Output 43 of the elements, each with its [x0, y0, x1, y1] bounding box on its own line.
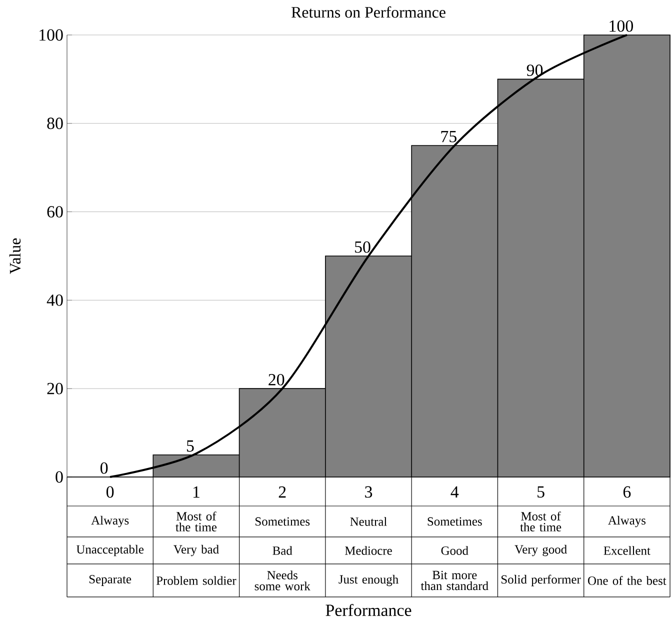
x-tick-label: 2: [278, 486, 286, 498]
text: Always: [91, 516, 129, 528]
text: Mediocre: [345, 546, 392, 555]
data-label: 100: [610, 20, 633, 32]
data-label: 20: [268, 374, 284, 386]
text: Bit more than standard: [420, 570, 488, 590]
text: Solid performer: [502, 574, 581, 586]
data-label: 0: [100, 462, 108, 474]
chart-title: Returns on Performance: [291, 6, 446, 18]
y-axis-title: Value: [9, 238, 21, 274]
text: Always: [608, 516, 646, 528]
x-tick-label: 1: [193, 486, 200, 498]
text: Unacceptable: [76, 544, 144, 556]
text: Sometimes: [428, 517, 482, 526]
text: Sometimes: [256, 517, 310, 526]
text: Very good: [514, 544, 567, 556]
x-tick-label: 3: [365, 486, 372, 498]
data-label: 5: [186, 440, 194, 452]
x-tick-label: 5: [538, 486, 544, 498]
text: Performance: [326, 604, 412, 616]
text: One of the best: [588, 576, 666, 585]
y-tick-label: 80: [47, 118, 63, 130]
text: Just enough: [338, 574, 398, 586]
text: Most of the time: [176, 512, 217, 532]
text: Excellent: [604, 546, 650, 555]
text: Neutral: [350, 517, 387, 526]
text: Very bad: [174, 544, 219, 556]
text: Most of the time: [520, 512, 562, 532]
y-tick-label: 100: [40, 29, 63, 41]
text: Needs some work: [254, 570, 310, 590]
data-label: 75: [441, 131, 456, 142]
text: Bad: [272, 546, 292, 555]
text: Problem soldier: [156, 576, 236, 585]
x-tick-label: 4: [450, 486, 459, 498]
x-tick-label: 6: [623, 486, 631, 498]
text: Good: [441, 546, 468, 555]
data-label: 50: [355, 241, 370, 253]
text: Separate: [89, 575, 132, 586]
y-tick-label: 60: [47, 206, 63, 218]
x-tick-label: 0: [106, 486, 114, 498]
y-tick-label: 20: [47, 382, 63, 394]
y-tick-label: 0: [56, 471, 63, 483]
y-tick-label: 40: [46, 294, 63, 306]
